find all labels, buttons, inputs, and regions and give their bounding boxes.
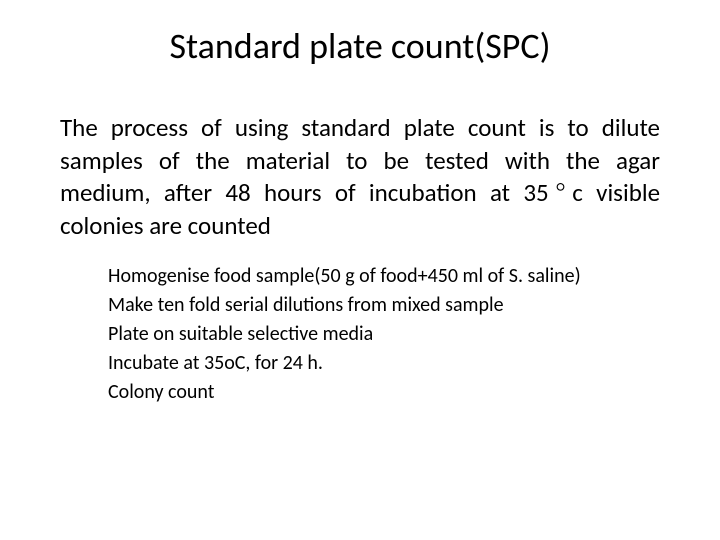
list-item: Colony count bbox=[108, 378, 644, 407]
list-item: Make ten fold serial dilutions from mixe… bbox=[108, 291, 644, 320]
slide-title: Standard plate count(SPC) bbox=[56, 24, 664, 68]
list-item: Homogenise food sample(50 g of food+450 … bbox=[108, 262, 644, 291]
bullet-list: Homogenise food sample(50 g of food+450 … bbox=[56, 262, 664, 407]
list-item: Plate on suitable selective media bbox=[108, 320, 644, 349]
slide: Standard plate count(SPC) The process of… bbox=[0, 0, 720, 540]
list-item: Incubate at 35oC, for 24 h. bbox=[108, 349, 644, 378]
slide-paragraph: The process of using standard plate coun… bbox=[56, 112, 664, 242]
